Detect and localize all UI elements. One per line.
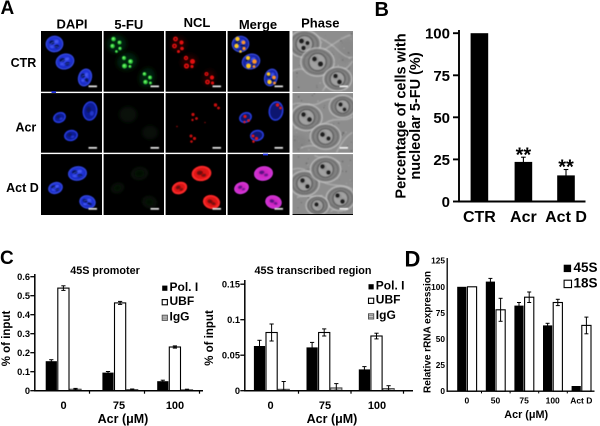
svg-text:100: 100	[546, 396, 560, 406]
svg-text:B: B	[375, 0, 389, 21]
svg-text:0: 0	[465, 396, 470, 406]
svg-text:0: 0	[267, 400, 273, 412]
svg-text:0.4: 0.4	[17, 310, 31, 320]
svg-text:Percentage of cells with: Percentage of cells with	[394, 33, 410, 198]
svg-text:75: 75	[319, 400, 331, 412]
svg-text:0: 0	[440, 386, 445, 396]
svg-text:C: C	[0, 248, 14, 269]
svg-text:D: D	[405, 247, 421, 272]
svg-text:5-FU: 5-FU	[114, 17, 143, 32]
svg-text:IgG: IgG	[376, 308, 396, 322]
svg-text:0: 0	[60, 400, 66, 412]
svg-text:Pol. I: Pol. I	[376, 278, 405, 292]
svg-text:DAPI: DAPI	[56, 17, 87, 32]
svg-text:0.05: 0.05	[222, 351, 240, 361]
svg-text:0.1: 0.1	[227, 315, 240, 325]
svg-text:IgG: IgG	[170, 309, 190, 323]
svg-text:75: 75	[113, 400, 125, 412]
svg-text:45S promoter: 45S promoter	[70, 265, 140, 277]
svg-text:0.2: 0.2	[17, 348, 30, 358]
svg-text:100: 100	[425, 26, 450, 43]
svg-text:% of input: % of input	[204, 310, 216, 366]
svg-text:125: 125	[431, 256, 445, 266]
svg-text:0.6: 0.6	[17, 272, 30, 282]
svg-text:45S transcribed region: 45S transcribed region	[254, 265, 371, 277]
svg-text:50: 50	[433, 110, 450, 127]
svg-text:% of input: % of input	[1, 311, 13, 367]
svg-text:75: 75	[433, 68, 450, 85]
svg-text:Acr: Acr	[15, 121, 36, 135]
svg-text:A: A	[1, 0, 15, 19]
svg-text:Act D: Act D	[545, 209, 587, 226]
svg-text:CTR: CTR	[463, 209, 496, 226]
svg-text:50: 50	[491, 396, 501, 406]
svg-text:18S: 18S	[574, 276, 598, 291]
svg-text:Act D: Act D	[6, 181, 39, 195]
svg-text:100: 100	[431, 282, 445, 292]
svg-text:75: 75	[519, 396, 529, 406]
svg-text:Pol. I: Pol. I	[170, 280, 199, 294]
svg-text:0.15: 0.15	[222, 280, 240, 290]
svg-text:Acr (μM): Acr (μM)	[504, 409, 548, 421]
svg-text:Acr: Acr	[510, 209, 537, 226]
svg-text:0: 0	[25, 386, 30, 396]
svg-text:Phase: Phase	[301, 16, 339, 31]
svg-text:50: 50	[436, 334, 446, 344]
svg-text:0: 0	[235, 386, 240, 396]
svg-text:0: 0	[442, 194, 450, 211]
svg-text:75: 75	[436, 308, 446, 318]
svg-text:0.1: 0.1	[17, 367, 30, 377]
svg-text:CTR: CTR	[11, 56, 37, 70]
svg-text:**: **	[516, 144, 532, 166]
svg-text:UBF: UBF	[376, 292, 401, 306]
svg-text:100: 100	[166, 400, 184, 412]
svg-text:Acr (μM): Acr (μM)	[98, 412, 149, 426]
svg-text:Act D: Act D	[570, 396, 592, 406]
svg-text:**: **	[558, 157, 574, 179]
svg-text:45S: 45S	[574, 260, 598, 275]
svg-text:100: 100	[368, 400, 386, 412]
svg-text:NCL: NCL	[184, 15, 211, 30]
svg-text:Relative rRNA expression: Relative rRNA expression	[423, 271, 434, 393]
svg-text:Merge: Merge	[239, 17, 277, 32]
svg-text:0.3: 0.3	[17, 329, 30, 339]
svg-text:25: 25	[436, 360, 446, 370]
svg-text:25: 25	[433, 152, 450, 169]
svg-text:nucleolar 5-FU (%): nucleolar 5-FU (%)	[408, 52, 424, 179]
svg-text:Acr (μM): Acr (μM)	[307, 412, 358, 426]
svg-text:0.5: 0.5	[17, 291, 30, 301]
svg-text:UBF: UBF	[170, 294, 195, 308]
